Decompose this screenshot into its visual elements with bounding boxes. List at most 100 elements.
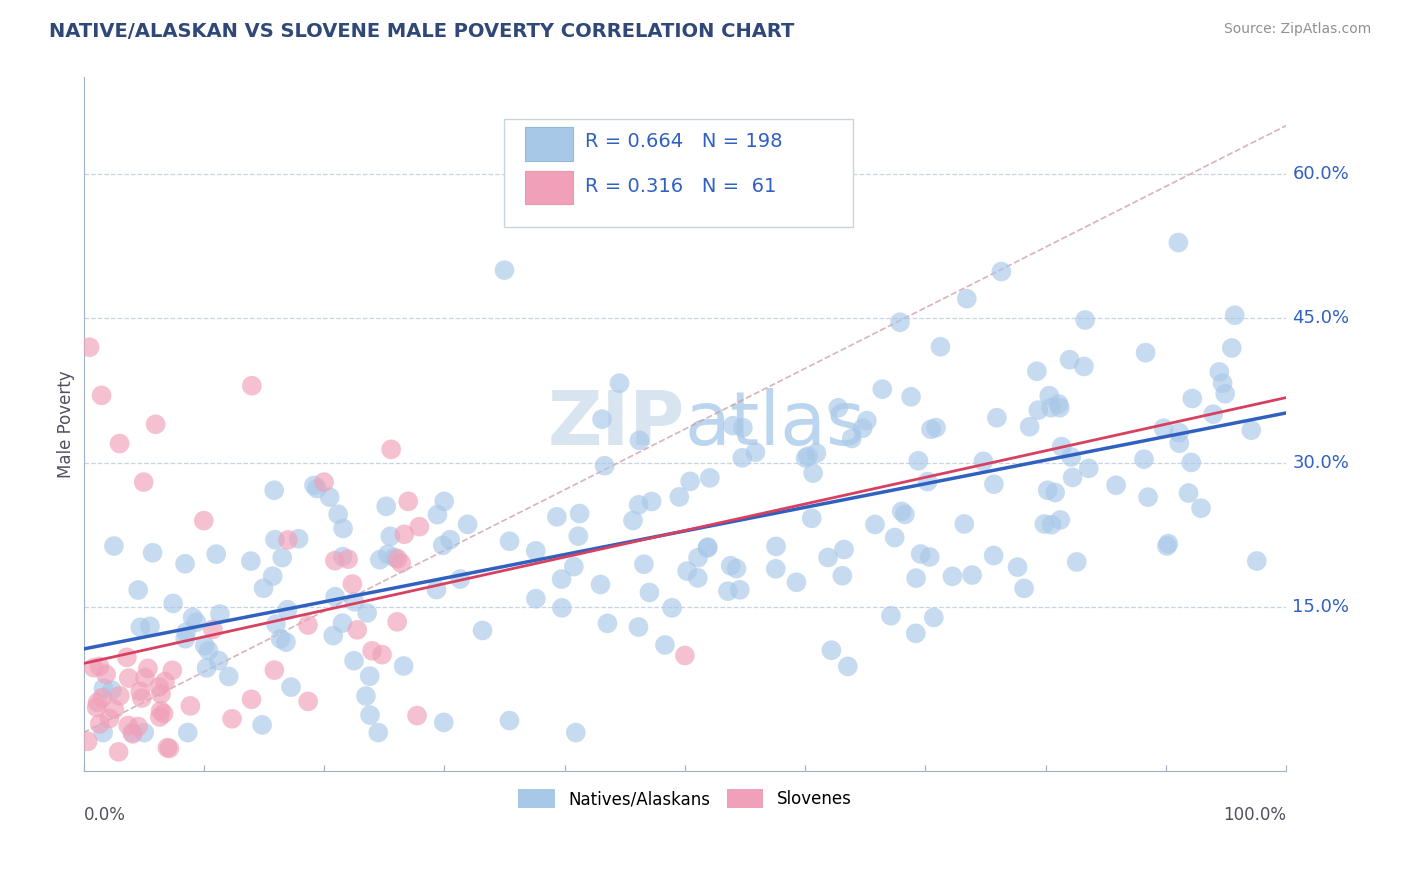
Point bbox=[162, 597, 184, 611]
Point bbox=[93, 681, 115, 696]
Point bbox=[121, 725, 143, 739]
Point bbox=[108, 436, 131, 450]
Point bbox=[396, 494, 419, 508]
Point bbox=[593, 458, 616, 473]
Point bbox=[820, 643, 842, 657]
Point bbox=[129, 684, 152, 698]
Point bbox=[1240, 423, 1263, 437]
Point bbox=[953, 516, 976, 531]
Point bbox=[900, 390, 922, 404]
Point bbox=[194, 639, 217, 653]
Point bbox=[800, 511, 823, 525]
Point bbox=[883, 531, 905, 545]
Point bbox=[1033, 516, 1056, 531]
Point bbox=[907, 454, 929, 468]
Point bbox=[280, 680, 302, 694]
Point bbox=[103, 539, 125, 553]
Point bbox=[1177, 486, 1199, 500]
Point bbox=[368, 552, 391, 566]
Point bbox=[679, 475, 702, 489]
Point bbox=[332, 521, 354, 535]
Point bbox=[179, 698, 201, 713]
Text: ZIP: ZIP bbox=[547, 388, 685, 461]
Point bbox=[1105, 478, 1128, 492]
Point bbox=[551, 600, 574, 615]
Point bbox=[498, 534, 520, 549]
Text: 100.0%: 100.0% bbox=[1223, 805, 1286, 824]
FancyBboxPatch shape bbox=[505, 119, 853, 227]
Point bbox=[721, 418, 744, 433]
Point bbox=[322, 629, 344, 643]
Text: 30.0%: 30.0% bbox=[1292, 454, 1350, 472]
Point bbox=[1049, 401, 1071, 415]
Point bbox=[1043, 485, 1066, 500]
Point bbox=[91, 690, 114, 705]
FancyBboxPatch shape bbox=[524, 171, 574, 204]
Point bbox=[1220, 341, 1243, 355]
Point bbox=[986, 410, 1008, 425]
Point bbox=[1137, 490, 1160, 504]
Point bbox=[1025, 364, 1047, 378]
Point bbox=[83, 660, 105, 674]
Point bbox=[1040, 517, 1063, 532]
Point bbox=[565, 725, 588, 739]
Point bbox=[174, 557, 197, 571]
Point bbox=[250, 718, 273, 732]
Point bbox=[328, 507, 350, 521]
Point bbox=[264, 533, 287, 547]
Point bbox=[640, 494, 662, 508]
Point bbox=[686, 571, 709, 585]
Point bbox=[827, 401, 849, 415]
Point bbox=[297, 618, 319, 632]
Point bbox=[276, 603, 298, 617]
Point bbox=[337, 552, 360, 566]
Point bbox=[929, 340, 952, 354]
Point bbox=[1050, 440, 1073, 454]
Point bbox=[157, 741, 180, 756]
Text: 0.0%: 0.0% bbox=[83, 805, 125, 824]
Point bbox=[277, 533, 299, 547]
Point bbox=[498, 714, 520, 728]
Point bbox=[205, 547, 228, 561]
Point bbox=[731, 420, 754, 434]
Point bbox=[1180, 455, 1202, 469]
Point bbox=[263, 483, 285, 498]
Point bbox=[380, 529, 402, 543]
Point bbox=[922, 610, 945, 624]
Point bbox=[1135, 345, 1157, 359]
Point bbox=[1074, 313, 1097, 327]
Point bbox=[270, 632, 292, 646]
Point bbox=[832, 542, 855, 557]
Point bbox=[562, 559, 585, 574]
Point bbox=[432, 538, 454, 552]
Point bbox=[406, 708, 429, 723]
Point bbox=[1038, 389, 1060, 403]
Point bbox=[972, 454, 994, 468]
Point bbox=[197, 643, 219, 657]
Point bbox=[356, 606, 378, 620]
Point bbox=[1223, 308, 1246, 322]
Point bbox=[361, 644, 384, 658]
Point bbox=[1007, 560, 1029, 574]
Point bbox=[132, 475, 155, 489]
Point bbox=[121, 727, 143, 741]
Point bbox=[271, 550, 294, 565]
Point bbox=[107, 745, 129, 759]
Point bbox=[152, 706, 174, 721]
Point bbox=[129, 620, 152, 634]
Point bbox=[494, 263, 516, 277]
Point bbox=[359, 708, 381, 723]
Point bbox=[567, 529, 589, 543]
Point bbox=[676, 564, 699, 578]
Text: R = 0.664   N = 198: R = 0.664 N = 198 bbox=[585, 132, 783, 152]
Point bbox=[342, 577, 364, 591]
Point bbox=[720, 558, 742, 573]
Point bbox=[1157, 536, 1180, 550]
Point bbox=[841, 432, 863, 446]
Point bbox=[332, 616, 354, 631]
Point bbox=[89, 659, 111, 673]
Point bbox=[343, 654, 366, 668]
Point bbox=[307, 482, 329, 496]
Point bbox=[312, 475, 335, 489]
Point bbox=[794, 450, 817, 465]
